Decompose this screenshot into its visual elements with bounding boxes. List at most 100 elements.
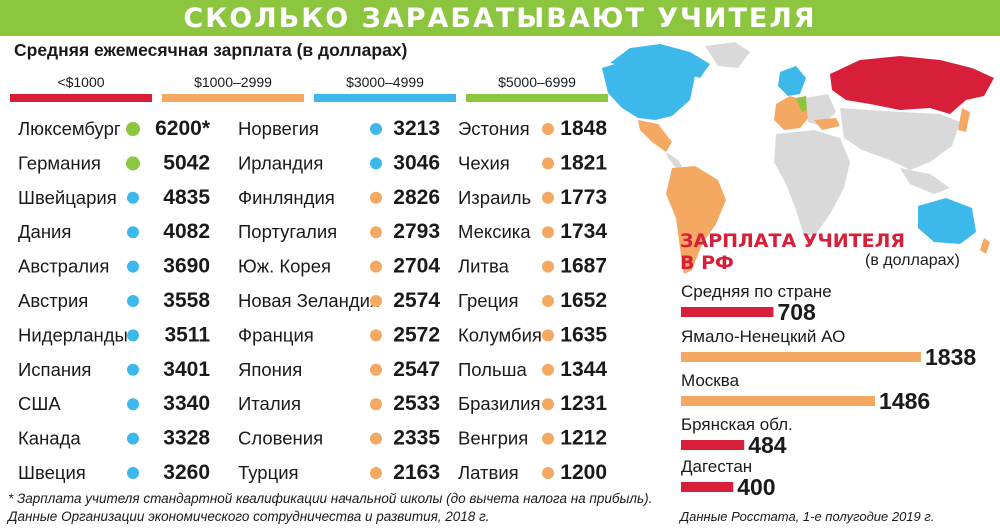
salary-value: 1231: [560, 392, 607, 415]
rf-title-line-2: В РФ: [680, 252, 734, 274]
salary-value: 3558: [163, 289, 210, 312]
salary-value: 2574: [393, 289, 440, 312]
salary-category-dot: [542, 157, 554, 170]
salary-category-dot: [127, 363, 139, 376]
country-name: Испания: [18, 359, 91, 380]
salary-value: 1212: [560, 427, 607, 450]
country-name: Норвегия: [238, 118, 319, 139]
title-banner: СКОЛЬКО ЗАРАБАТЫВАЮТ УЧИТЕЛЯ: [0, 0, 1000, 36]
rf-bar: [681, 307, 774, 317]
salary-category-dot: [370, 260, 382, 273]
map-greenland: [705, 42, 750, 68]
salary-category-dot: [370, 363, 382, 376]
rf-bar: [681, 396, 876, 406]
country-name: Швеция: [18, 462, 86, 483]
salary-value: 3328: [163, 427, 210, 450]
salary-category-dot: [370, 329, 382, 342]
salary-category-dot: [542, 432, 554, 445]
country-name: Мексика: [458, 221, 531, 242]
salary-value: 3260: [163, 461, 210, 484]
salary-value: 3046: [393, 151, 440, 174]
salary-value: 6200*: [155, 117, 211, 140]
salary-category-dot: [127, 329, 139, 342]
country-name: США: [18, 393, 61, 414]
map-asia: [840, 108, 960, 170]
page-title: СКОЛЬКО ЗАРАБАТЫВАЮТ УЧИТЕЛЯ: [183, 2, 817, 34]
salary-value: 3690: [163, 255, 210, 278]
country-name: Словения: [238, 428, 323, 449]
salary-value: 1635: [560, 323, 607, 346]
country-name: Франция: [238, 324, 314, 345]
legend-label: $5000–6999: [498, 74, 576, 90]
rf-source-note: Данные Росстата, 1-е полугодие 2019 г.: [680, 509, 935, 524]
salary-category-dot: [542, 363, 554, 376]
country-name: Эстония: [458, 118, 530, 139]
country-name: Новая Зеландия: [238, 290, 380, 311]
salary-value: 1821: [560, 151, 607, 174]
country-name: Венгрия: [458, 428, 528, 449]
rf-category-label: Москва: [681, 371, 740, 390]
salary-category-dot: [542, 329, 554, 342]
salary-category-dot: [370, 467, 382, 479]
salary-value: 4835: [163, 186, 210, 209]
salary-category-dot: [370, 295, 382, 307]
map-australia: [918, 198, 976, 244]
map-central-america: [666, 152, 684, 170]
salary-value: 3511: [164, 323, 210, 346]
salary-category-dot: [127, 295, 139, 307]
salary-category-dot: [127, 398, 139, 411]
salary-table: Люксембург 6200* Германия 5042 Швейцария 4835…: [18, 117, 607, 484]
rf-bar: [681, 440, 745, 450]
salary-category-dot: [126, 122, 140, 136]
salary-category-dot: [370, 398, 382, 411]
salary-category-dot: [370, 157, 382, 170]
country-name: Ирландия: [238, 152, 323, 173]
country-name: Португалия: [238, 221, 337, 242]
country-name: Люксембург: [18, 118, 121, 139]
country-name: Финляндия: [238, 187, 335, 208]
rf-category-label: Брянская обл.: [681, 415, 793, 434]
footnote-line-1: * Зарплата учителя стандартной квалифика…: [8, 491, 653, 506]
country-name: Швейцария: [18, 187, 117, 208]
salary-value: 1848: [560, 117, 607, 140]
salary-value: 2547: [393, 358, 440, 381]
salary-category-dot: [126, 156, 140, 171]
salary-value: 2572: [393, 323, 440, 346]
map-mexico: [638, 120, 672, 152]
salary-category-dot: [542, 260, 554, 273]
rf-bar-value: 1838: [925, 344, 976, 370]
salary-value: 2793: [393, 220, 440, 243]
rf-unit-label: (в долларах): [865, 252, 960, 269]
salary-category-dot: [127, 226, 139, 239]
salary-value: 4082: [163, 220, 210, 243]
legend-label: <$1000: [57, 74, 105, 90]
salary-category-dot: [127, 260, 139, 273]
country-name: Нидерланды: [18, 324, 128, 345]
salary-category-dot: [127, 432, 139, 445]
country-name: Япония: [238, 359, 302, 380]
salary-value: 2533: [393, 392, 440, 415]
legend-swatch: [10, 94, 152, 102]
map-russia: [830, 56, 994, 114]
rf-bar-value: 400: [737, 474, 775, 500]
map-europe-gray: [806, 94, 836, 126]
rf-bar-value: 484: [748, 432, 787, 458]
country-name: Греция: [458, 290, 519, 311]
legend-swatch: [162, 94, 304, 102]
footnote: * Зарплата учителя стандартной квалифика…: [8, 490, 652, 526]
rf-bar-value: 708: [777, 299, 816, 325]
country-name: Бразилия: [458, 393, 540, 414]
salary-value: 1200: [560, 461, 607, 484]
salary-value: 1734: [560, 220, 607, 243]
map-usa: [602, 56, 695, 120]
country-name: Германия: [18, 152, 101, 173]
salary-category-dot: [127, 191, 139, 204]
country-name: Чехия: [458, 152, 510, 173]
map-new-zealand: [980, 238, 990, 254]
map-se-asia: [900, 168, 950, 194]
map-canada-region: [610, 44, 710, 78]
rf-category-label: Ямало-Ненецкий АО: [681, 327, 845, 346]
country-name: Турция: [238, 462, 299, 483]
country-name: Австрия: [18, 290, 88, 311]
salary-value: 5042: [163, 151, 210, 174]
